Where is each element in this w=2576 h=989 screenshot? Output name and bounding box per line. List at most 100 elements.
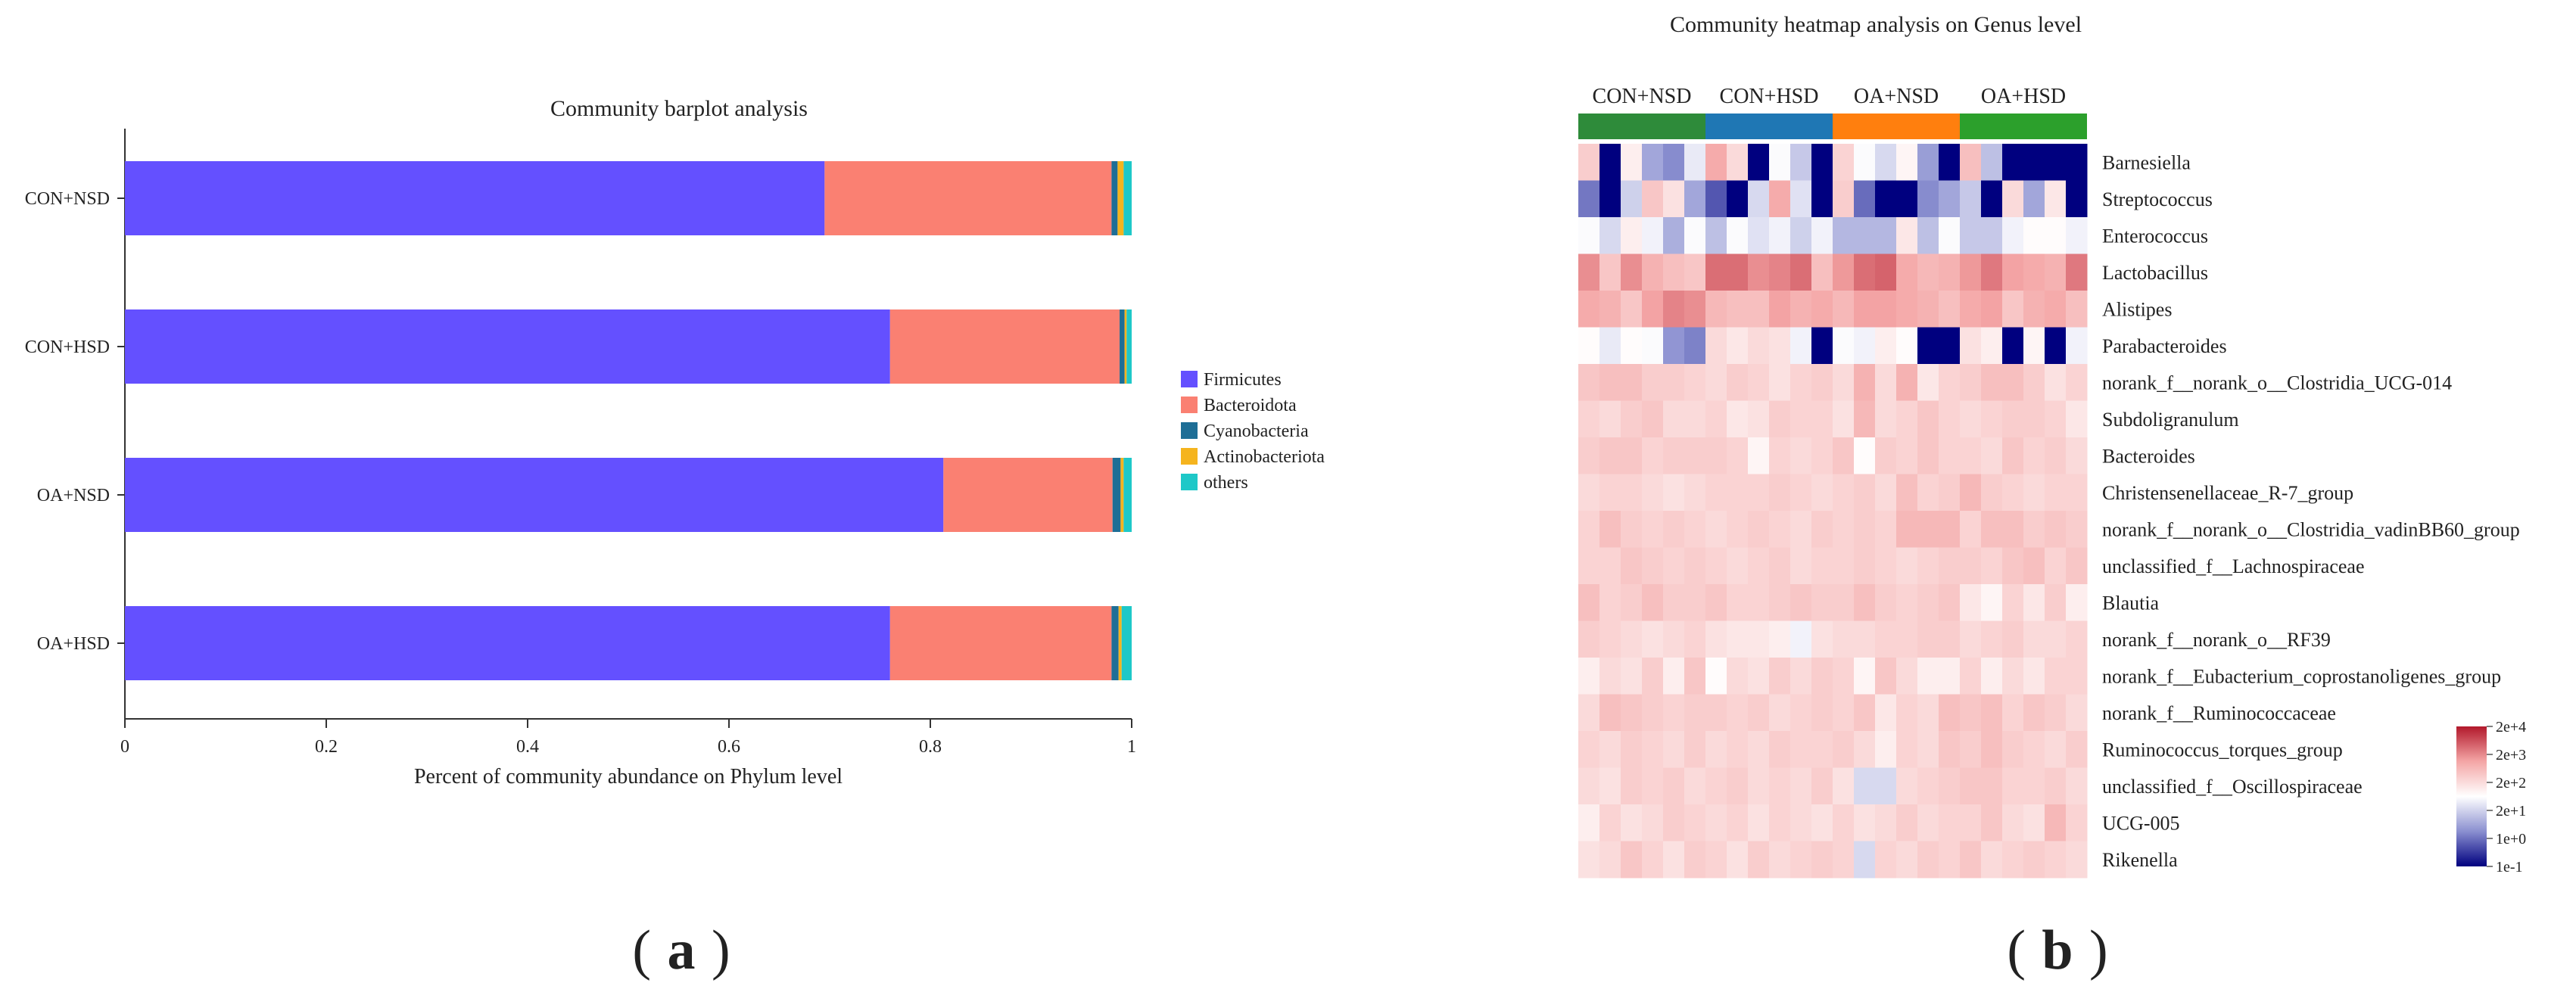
x-tick-label: 0.6 xyxy=(718,737,740,757)
heatmap-cell xyxy=(2002,364,2024,401)
heatmap-cell xyxy=(1663,694,1685,732)
bar-segment xyxy=(1111,606,1119,680)
heatmap-cell xyxy=(1917,327,1939,365)
heatmap-cell xyxy=(1811,327,1833,365)
heatmap-cell xyxy=(1705,217,1727,254)
heatmap-cell xyxy=(2023,658,2045,695)
heatmap-cell xyxy=(1748,400,1770,438)
heatmap-cell xyxy=(1875,437,1897,474)
heatmap-cell xyxy=(1642,180,1664,218)
color-scale-bar xyxy=(2456,726,2487,866)
heatmap-cell xyxy=(1875,511,1897,548)
heatmap-cell xyxy=(1663,658,1685,695)
heatmap-cell xyxy=(1854,584,1876,621)
genus-row-label: Bacteroides xyxy=(2102,445,2195,467)
heatmap-cell xyxy=(2023,511,2045,548)
heatmap-cell xyxy=(1578,474,1600,512)
heatmap-cell xyxy=(1981,327,2003,365)
heatmap-cell xyxy=(1833,364,1855,401)
heatmap-cell xyxy=(1599,694,1621,732)
heatmap-cell xyxy=(1833,400,1855,438)
heatmap-cell xyxy=(2066,804,2088,841)
heatmap-cell xyxy=(1896,511,1918,548)
heatmap-cell xyxy=(1642,327,1664,365)
panel-b-letter: b xyxy=(2042,919,2073,981)
heatmap-cell xyxy=(2045,291,2067,328)
heatmap-cell xyxy=(1642,437,1664,474)
group-label: OA+HSD xyxy=(1981,85,2066,108)
heatmap-cell xyxy=(1875,658,1897,695)
heatmap-cell xyxy=(1917,620,1939,658)
heatmap-cell xyxy=(1684,437,1706,474)
heatmap-cell xyxy=(1790,437,1812,474)
heatmap-cell xyxy=(1811,767,1833,805)
heatmap-cell xyxy=(1705,547,1727,585)
heatmap-cell xyxy=(1599,180,1621,218)
heatmap-cell xyxy=(1684,291,1706,328)
heatmap-cell xyxy=(1790,180,1812,218)
heatmap-cell xyxy=(1790,547,1812,585)
heatmap-cell xyxy=(1896,694,1918,732)
panel-a-close-paren: ) xyxy=(712,919,730,981)
heatmap-cell xyxy=(2002,291,2024,328)
genus-row-label: norank_f__norank_o__RF39 xyxy=(2102,629,2331,651)
heatmap-cell xyxy=(2045,767,2067,805)
heatmap-cell xyxy=(1578,217,1600,254)
color-scale-label: 2e+4 xyxy=(2496,719,2526,736)
heatmap-cell xyxy=(1599,217,1621,254)
heatmap-cell xyxy=(1599,547,1621,585)
heatmap-cell xyxy=(1875,291,1897,328)
genus-row-label: UCG-005 xyxy=(2102,812,2180,834)
heatmap-cell xyxy=(1684,144,1706,181)
heatmap-cell xyxy=(1578,767,1600,805)
heatmap-cell xyxy=(1833,658,1855,695)
heatmap-cell xyxy=(1621,327,1643,365)
heatmap-cell xyxy=(2002,731,2024,768)
category-label: OA+NSD xyxy=(37,486,110,505)
heatmap-cell xyxy=(2045,804,2067,841)
heatmap-cell xyxy=(1939,364,1961,401)
heatmap-cell xyxy=(1939,731,1961,768)
heatmap-cell xyxy=(2002,437,2024,474)
heatmap-cell xyxy=(1854,547,1876,585)
heatmap-cell xyxy=(1663,217,1685,254)
heatmap-cell xyxy=(1960,400,1982,438)
heatmap-cell xyxy=(1621,804,1643,841)
heatmap-cell xyxy=(2066,180,2088,218)
heatmap-cell xyxy=(1642,291,1664,328)
heatmap-cell xyxy=(1642,584,1664,621)
heatmap-cell xyxy=(1684,767,1706,805)
heatmap-cell xyxy=(2023,180,2045,218)
color-scale-label: 2e+3 xyxy=(2496,747,2526,764)
heatmap-cell xyxy=(2002,511,2024,548)
bar-segment xyxy=(1124,309,1127,384)
heatmap-cell xyxy=(1939,841,1961,879)
heatmap-cell xyxy=(1663,511,1685,548)
heatmap-cell xyxy=(2023,253,2045,291)
heatmap-cell xyxy=(1748,841,1770,879)
bar-segment xyxy=(1121,606,1132,680)
heatmap-cell xyxy=(1790,694,1812,732)
heatmap-cell xyxy=(1833,767,1855,805)
heatmap-cell xyxy=(1896,180,1918,218)
heatmap-cell xyxy=(1875,253,1897,291)
heatmap-cell xyxy=(1811,144,1833,181)
group-color-bar xyxy=(1578,114,1705,139)
heatmap-cell xyxy=(1578,620,1600,658)
heatmap-cell xyxy=(2002,584,2024,621)
heatmap-cell xyxy=(1833,474,1855,512)
genus-row-label: Blautia xyxy=(2102,592,2160,614)
genus-row-label: Subdoligranulum xyxy=(2102,409,2239,431)
heatmap-cell xyxy=(1705,731,1727,768)
heatmap-cell xyxy=(2002,767,2024,805)
heatmap-cell xyxy=(1748,180,1770,218)
x-tick-label: 1 xyxy=(1127,737,1136,757)
heatmap-cell xyxy=(2045,437,2067,474)
heatmap-cell xyxy=(1578,731,1600,768)
heatmap-cell xyxy=(1917,144,1939,181)
heatmap-cell xyxy=(2066,327,2088,365)
heatmap-cell xyxy=(1727,144,1749,181)
heatmap-cell xyxy=(1981,400,2003,438)
heatmap-cell xyxy=(1854,804,1876,841)
heatmap-cell xyxy=(1896,620,1918,658)
